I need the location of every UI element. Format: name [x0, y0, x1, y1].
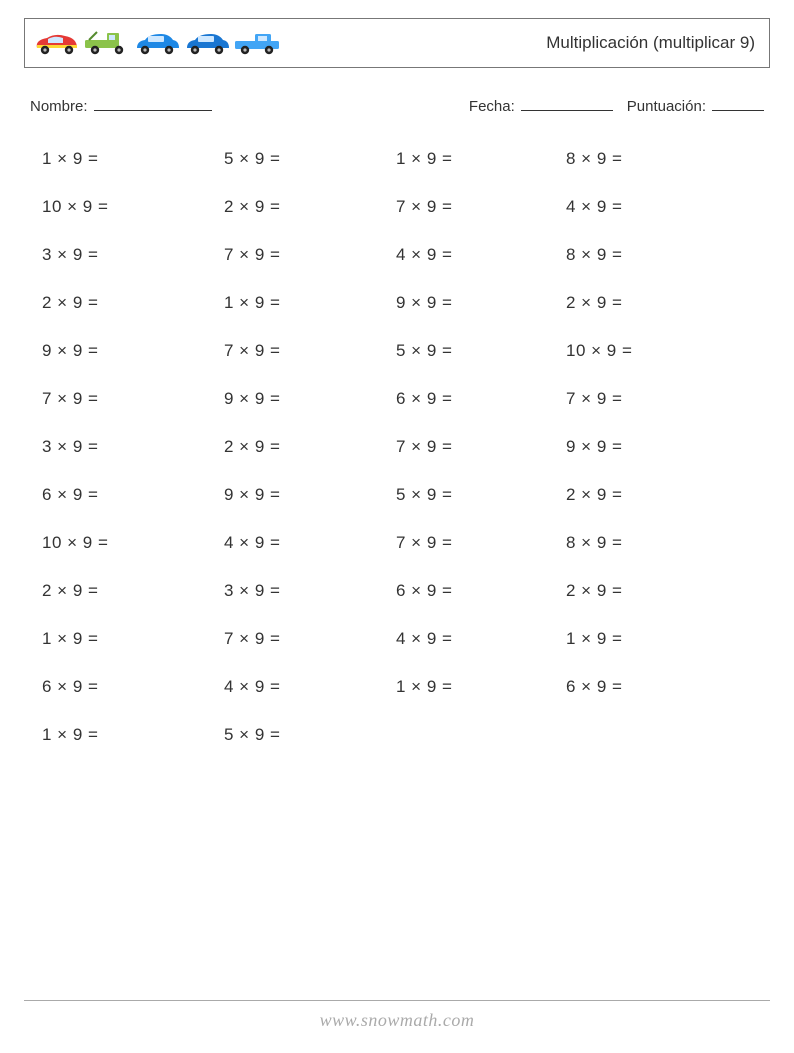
problem-cell: 7 × 9 =: [224, 341, 396, 361]
problem-cell: 2 × 9 =: [42, 293, 224, 313]
problem-cell: 5 × 9 =: [396, 485, 566, 505]
problem-cell: 9 × 9 =: [224, 389, 396, 409]
footer-text: www.snowmath.com: [0, 1010, 794, 1031]
problem-cell: 4 × 9 =: [396, 245, 566, 265]
problem-cell: 4 × 9 =: [566, 197, 736, 217]
problem-row: 3 × 9 =2 × 9 =7 × 9 =9 × 9 =: [42, 437, 770, 457]
problem-row: 2 × 9 =3 × 9 =6 × 9 =2 × 9 =: [42, 581, 770, 601]
problem-cell: 9 × 9 =: [42, 341, 224, 361]
problem-cell: [566, 725, 736, 745]
problem-cell: 2 × 9 =: [42, 581, 224, 601]
problem-row: 6 × 9 =9 × 9 =5 × 9 =2 × 9 =: [42, 485, 770, 505]
problem-cell: 1 × 9 =: [224, 293, 396, 313]
problem-cell: 5 × 9 =: [396, 341, 566, 361]
problem-cell: 7 × 9 =: [396, 197, 566, 217]
car-icon: [133, 30, 183, 56]
problem-cell: 6 × 9 =: [566, 677, 736, 697]
problem-row: 1 × 9 =5 × 9 =1 × 9 =8 × 9 =: [42, 149, 770, 169]
date-blank-line[interactable]: [521, 96, 613, 111]
problem-cell: 1 × 9 =: [396, 677, 566, 697]
problem-cell: 8 × 9 =: [566, 245, 736, 265]
problem-row: 10 × 9 =4 × 9 =7 × 9 =8 × 9 =: [42, 533, 770, 553]
problem-cell: 1 × 9 =: [42, 149, 224, 169]
problem-cell: 10 × 9 =: [42, 197, 224, 217]
problem-cell: 10 × 9 =: [42, 533, 224, 553]
problem-cell: 3 × 9 =: [42, 245, 224, 265]
car-icon: [183, 30, 233, 56]
problem-cell: 6 × 9 =: [42, 485, 224, 505]
problem-row: 2 × 9 =1 × 9 =9 × 9 =2 × 9 =: [42, 293, 770, 313]
problem-cell: 1 × 9 =: [396, 149, 566, 169]
worksheet-page: Multiplicación (multiplicar 9) Nombre: F…: [0, 0, 794, 1053]
meta-score-group: Puntuación:: [627, 96, 764, 115]
problem-row: 10 × 9 =2 × 9 =7 × 9 =4 × 9 =: [42, 197, 770, 217]
problem-row: 1 × 9 =5 × 9 =: [42, 725, 770, 745]
score-blank-line[interactable]: [712, 96, 764, 111]
problem-cell: 7 × 9 =: [42, 389, 224, 409]
problem-cell: 8 × 9 =: [566, 149, 736, 169]
problem-cell: 9 × 9 =: [224, 485, 396, 505]
score-label: Puntuación:: [627, 98, 706, 115]
problem-cell: 2 × 9 =: [566, 485, 736, 505]
problem-cell: 3 × 9 =: [224, 581, 396, 601]
problem-cell: 2 × 9 =: [566, 293, 736, 313]
problem-cell: 1 × 9 =: [42, 629, 224, 649]
problem-cell: 10 × 9 =: [566, 341, 736, 361]
problem-cell: [396, 725, 566, 745]
header-box: Multiplicación (multiplicar 9): [24, 18, 770, 68]
problem-cell: 7 × 9 =: [566, 389, 736, 409]
problem-cell: 7 × 9 =: [224, 245, 396, 265]
problem-cell: 6 × 9 =: [396, 389, 566, 409]
problem-cell: 9 × 9 =: [396, 293, 566, 313]
problem-cell: 2 × 9 =: [224, 437, 396, 457]
problem-cell: 4 × 9 =: [224, 677, 396, 697]
problem-cell: 1 × 9 =: [566, 629, 736, 649]
problem-cell: 4 × 9 =: [224, 533, 396, 553]
problem-row: 1 × 9 =7 × 9 =4 × 9 =1 × 9 =: [42, 629, 770, 649]
problem-cell: 7 × 9 =: [396, 437, 566, 457]
problem-cell: 7 × 9 =: [396, 533, 566, 553]
problem-row: 3 × 9 =7 × 9 =4 × 9 =8 × 9 =: [42, 245, 770, 265]
problem-cell: 5 × 9 =: [224, 149, 396, 169]
worksheet-title: Multiplicación (multiplicar 9): [546, 33, 755, 53]
problem-row: 6 × 9 =4 × 9 =1 × 9 =6 × 9 =: [42, 677, 770, 697]
car-icon: [233, 30, 283, 56]
problem-row: 9 × 9 =7 × 9 =5 × 9 =10 × 9 =: [42, 341, 770, 361]
problem-cell: 6 × 9 =: [42, 677, 224, 697]
problem-row: 7 × 9 =9 × 9 =6 × 9 =7 × 9 =: [42, 389, 770, 409]
meta-name-group: Nombre:: [30, 96, 212, 115]
problem-cell: 4 × 9 =: [396, 629, 566, 649]
problems-grid: 1 × 9 =5 × 9 =1 × 9 =8 × 9 =10 × 9 =2 × …: [42, 149, 770, 745]
name-blank-line[interactable]: [94, 96, 212, 111]
meta-right-group: Fecha: Puntuación:: [469, 96, 764, 115]
problem-cell: 6 × 9 =: [396, 581, 566, 601]
problem-cell: 2 × 9 =: [566, 581, 736, 601]
date-label: Fecha:: [469, 98, 515, 115]
problem-cell: 9 × 9 =: [566, 437, 736, 457]
problem-cell: 2 × 9 =: [224, 197, 396, 217]
footer-divider: [24, 1000, 770, 1001]
problem-cell: 5 × 9 =: [224, 725, 396, 745]
meta-date-group: Fecha:: [469, 96, 613, 115]
problem-cell: 8 × 9 =: [566, 533, 736, 553]
problem-cell: 7 × 9 =: [224, 629, 396, 649]
meta-row: Nombre: Fecha: Puntuación:: [30, 96, 764, 115]
car-icons-row: [33, 30, 283, 56]
car-icon: [33, 30, 83, 56]
car-icon: [83, 30, 133, 56]
problem-cell: 3 × 9 =: [42, 437, 224, 457]
name-label: Nombre:: [30, 98, 88, 115]
problem-cell: 1 × 9 =: [42, 725, 224, 745]
